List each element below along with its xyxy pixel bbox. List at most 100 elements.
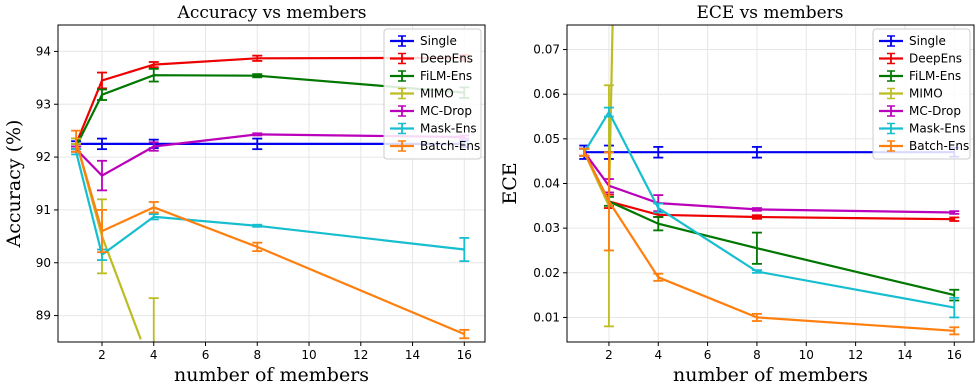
x-tick-label: 14 — [897, 348, 912, 362]
x-tick-label: 2 — [98, 348, 106, 362]
errorbar-batch-ens — [653, 272, 664, 282]
legend-label: Batch-Ens — [420, 139, 480, 153]
legend-label: Mask-Ens — [909, 122, 966, 136]
legend-label: FiLM-Ens — [909, 69, 961, 83]
errorbar-film-ens — [148, 67, 159, 83]
legend-entry-deepens: DeepEns — [879, 52, 962, 66]
y-axis-label: ECE — [499, 162, 521, 204]
errorbar-batch-ens — [71, 129, 82, 153]
y-tick-label: 0.07 — [533, 43, 560, 57]
y-tick-label: 93 — [36, 97, 51, 111]
errorbar-mc-drop — [96, 159, 107, 192]
plot-area — [71, 54, 470, 342]
series-line-batch-ens — [75, 140, 465, 336]
legend-entry-mimo: MIMO — [390, 87, 454, 101]
legend-label: DeepEns — [420, 52, 473, 66]
errorbar-mc-drop — [148, 141, 159, 152]
legend-label: DeepEns — [909, 52, 962, 66]
errorbar-batch-ens — [459, 328, 470, 340]
errorbar-deepens — [148, 61, 159, 69]
x-tick-label: 8 — [753, 348, 761, 362]
legend-label: FiLM-Ens — [420, 69, 472, 83]
legend-label: MIMO — [420, 87, 454, 101]
y-tick-label: 0.01 — [533, 310, 560, 324]
series-line-mask-ens — [75, 151, 465, 257]
y-tick-label: 0.05 — [533, 132, 560, 146]
errorbar-batch-ens — [751, 312, 762, 322]
legend-box — [383, 28, 482, 160]
errorbar-single — [96, 137, 107, 151]
y-tick-label: 94 — [36, 44, 51, 58]
errorbar-batch-ens — [579, 147, 590, 157]
errorbar-mask-ens — [653, 202, 664, 214]
errorbar-mask-ens — [252, 223, 263, 228]
errorbar-deepens — [252, 54, 263, 62]
legend: Single DeepEns FiLM-Ens MIMO MC-Drop Mask-Ens… — [383, 28, 482, 160]
legend-entry-mask-ens: Mask-Ens — [879, 122, 966, 136]
y-tick-label: 91 — [36, 203, 51, 217]
x-tick-label: 10 — [799, 348, 814, 362]
x-tick-label: 16 — [947, 348, 962, 362]
legend-entry-mc-drop: MC-Drop — [390, 104, 472, 118]
y-tick-label: 89 — [36, 309, 51, 323]
x-tick-label: 6 — [704, 348, 712, 362]
x-tick-label: 6 — [202, 348, 210, 362]
errorbar-deepens — [96, 71, 107, 90]
errorbar-mask-ens — [603, 106, 614, 118]
legend-label: Single — [909, 34, 946, 48]
legend-entry-single: Single — [879, 34, 946, 48]
errorbar-film-ens — [751, 231, 762, 265]
errorbar-film-ens — [252, 73, 263, 79]
errorbar-mask-ens — [459, 237, 470, 263]
errorbar-mc-drop — [751, 207, 762, 212]
y-tick-label: 0.03 — [533, 221, 560, 235]
legend-label: Batch-Ens — [909, 139, 969, 153]
y-tick-label: 0.06 — [533, 87, 560, 101]
legend: Single DeepEns FiLM-Ens MIMO MC-Drop Mask-Ens… — [872, 28, 971, 160]
errorbar-extra — [148, 297, 159, 342]
y-tick-label: 90 — [36, 256, 51, 270]
x-tick-label: 12 — [353, 348, 368, 362]
y-tick-label: 0.02 — [533, 266, 560, 280]
x-tick-label: 16 — [457, 348, 472, 362]
errorbar-single — [751, 145, 762, 159]
errorbar-film-ens — [653, 216, 664, 232]
legend-label: Mask-Ens — [420, 122, 477, 136]
legend-entry-mimo: MIMO — [879, 87, 943, 101]
x-tick-label: 4 — [150, 348, 158, 362]
y-tick-label: 0.04 — [533, 177, 560, 191]
legend-entry-mask-ens: Mask-Ens — [390, 122, 477, 136]
x-tick-label: 14 — [405, 348, 420, 362]
errorbar-mc-drop — [949, 210, 960, 215]
errorbar-mask-ens — [751, 269, 762, 274]
x-tick-label: 12 — [848, 348, 863, 362]
legend-entry-film-ens: FiLM-Ens — [390, 69, 472, 83]
legend-entry-film-ens: FiLM-Ens — [879, 69, 961, 83]
errorbar-deepens — [949, 216, 960, 222]
errorbar-mask-ens — [148, 213, 159, 221]
legend-label: MC-Drop — [909, 104, 961, 118]
y-axis-label: Accuracy (%) — [3, 120, 25, 249]
legend-entry-single: Single — [390, 34, 457, 48]
errorbar-mc-drop — [252, 132, 263, 137]
x-tick-label: 8 — [253, 348, 261, 362]
legend-entry-deepens: DeepEns — [390, 52, 473, 66]
errorbar-single — [653, 145, 664, 159]
legend-label: MIMO — [909, 87, 943, 101]
errorbar-mask-ens — [949, 296, 960, 319]
legend-entry-mc-drop: MC-Drop — [879, 104, 961, 118]
errorbar-batch-ens — [949, 326, 960, 336]
errorbar-batch-ens — [252, 241, 263, 253]
errorbar-batch-ens — [96, 209, 107, 254]
x-axis-label: number of members — [673, 364, 868, 385]
x-tick-label: 4 — [654, 348, 662, 362]
series-line-batch-ens — [583, 151, 955, 332]
x-tick-label: 10 — [301, 348, 316, 362]
legend-entry-batch-ens: Batch-Ens — [390, 139, 480, 153]
accuracy-chart: 2 4 6 8 10 12 14 16 89 90 91 92 93 94 Accuracy vs memb… — [3, 3, 486, 385]
legend-entry-batch-ens: Batch-Ens — [879, 139, 969, 153]
errorbar-film-ens — [96, 88, 107, 101]
x-axis-label: number of members — [174, 364, 369, 385]
errorbar-single — [252, 137, 263, 151]
